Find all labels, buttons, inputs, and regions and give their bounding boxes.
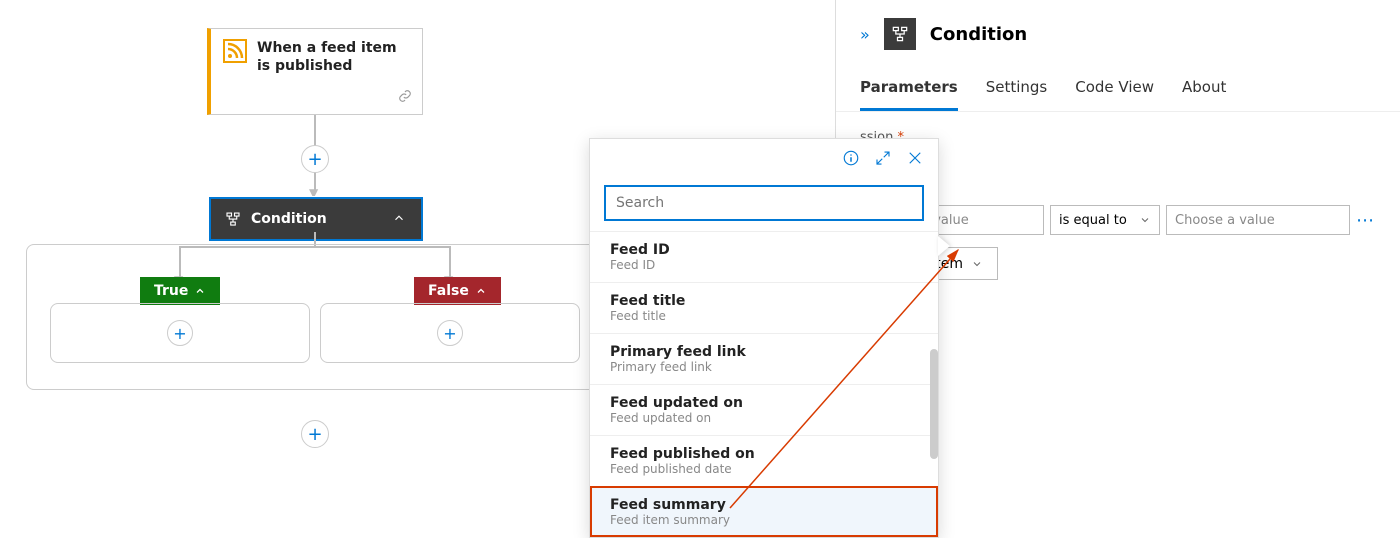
condition-title: Condition <box>251 211 389 227</box>
item-desc: Feed updated on <box>610 411 918 425</box>
item-desc: Feed title <box>610 309 918 323</box>
condition-card[interactable]: Condition <box>209 197 423 241</box>
search-input[interactable] <box>604 185 924 221</box>
dynamic-content-item[interactable]: Feed published onFeed published date <box>590 435 938 486</box>
tab-parameters[interactable]: Parameters <box>860 68 958 111</box>
add-action-button[interactable]: + <box>167 320 193 346</box>
tab-about[interactable]: About <box>1182 68 1226 111</box>
panel-title: Condition <box>930 24 1027 45</box>
right-value-input[interactable]: Choose a value <box>1166 205 1350 235</box>
true-slot[interactable]: + <box>50 303 310 363</box>
callout-pointer <box>938 236 950 256</box>
info-icon[interactable] <box>842 149 860 171</box>
item-title: Feed updated on <box>610 395 918 411</box>
dynamic-content-popup: Feed IDFeed IDFeed titleFeed titlePrimar… <box>589 138 939 538</box>
operator-select[interactable]: is equal to <box>1050 205 1160 235</box>
tabs: Parameters Settings Code View About <box>836 68 1400 112</box>
item-title: Feed published on <box>610 446 918 462</box>
rss-icon <box>223 39 247 63</box>
expand-icon[interactable] <box>874 149 892 171</box>
false-slot[interactable]: + <box>320 303 580 363</box>
add-step-button[interactable]: + <box>301 420 329 448</box>
more-button[interactable]: ⋯ <box>1356 210 1376 231</box>
dynamic-content-item[interactable]: Primary feed linkPrimary feed link <box>590 333 938 384</box>
dynamic-content-item[interactable]: Feed summaryFeed item summary <box>590 486 938 537</box>
true-label: True <box>154 283 188 299</box>
false-pill[interactable]: False <box>414 277 501 305</box>
chevron-up-icon[interactable] <box>389 210 409 229</box>
collapse-button[interactable]: » <box>860 25 870 44</box>
item-desc: Feed item summary <box>610 513 918 527</box>
dynamic-content-item[interactable]: Feed updated onFeed updated on <box>590 384 938 435</box>
true-pill[interactable]: True <box>140 277 220 305</box>
dynamic-content-list: Feed IDFeed IDFeed titleFeed titlePrimar… <box>590 231 938 537</box>
item-title: Feed title <box>610 293 918 309</box>
link-icon[interactable] <box>398 89 412 106</box>
scrollbar-thumb[interactable] <box>930 349 938 459</box>
add-step-button[interactable]: + <box>301 145 329 173</box>
tab-settings[interactable]: Settings <box>986 68 1048 111</box>
condition-icon <box>223 209 243 229</box>
item-desc: Primary feed link <box>610 360 918 374</box>
item-title: Feed ID <box>610 242 918 258</box>
tab-codeview[interactable]: Code View <box>1075 68 1154 111</box>
trigger-card[interactable]: When a feed item is published <box>207 28 423 115</box>
condition-icon <box>884 18 916 50</box>
add-action-button[interactable]: + <box>437 320 463 346</box>
dynamic-content-item[interactable]: Feed IDFeed ID <box>590 231 938 282</box>
item-title: Primary feed link <box>610 344 918 360</box>
item-desc: Feed ID <box>610 258 918 272</box>
dynamic-content-item[interactable]: Feed titleFeed title <box>590 282 938 333</box>
item-desc: Feed published date <box>610 462 918 476</box>
close-icon[interactable] <box>906 149 924 171</box>
trigger-title: When a feed item is published <box>257 39 410 75</box>
item-title: Feed summary <box>610 497 918 513</box>
false-label: False <box>428 283 469 299</box>
